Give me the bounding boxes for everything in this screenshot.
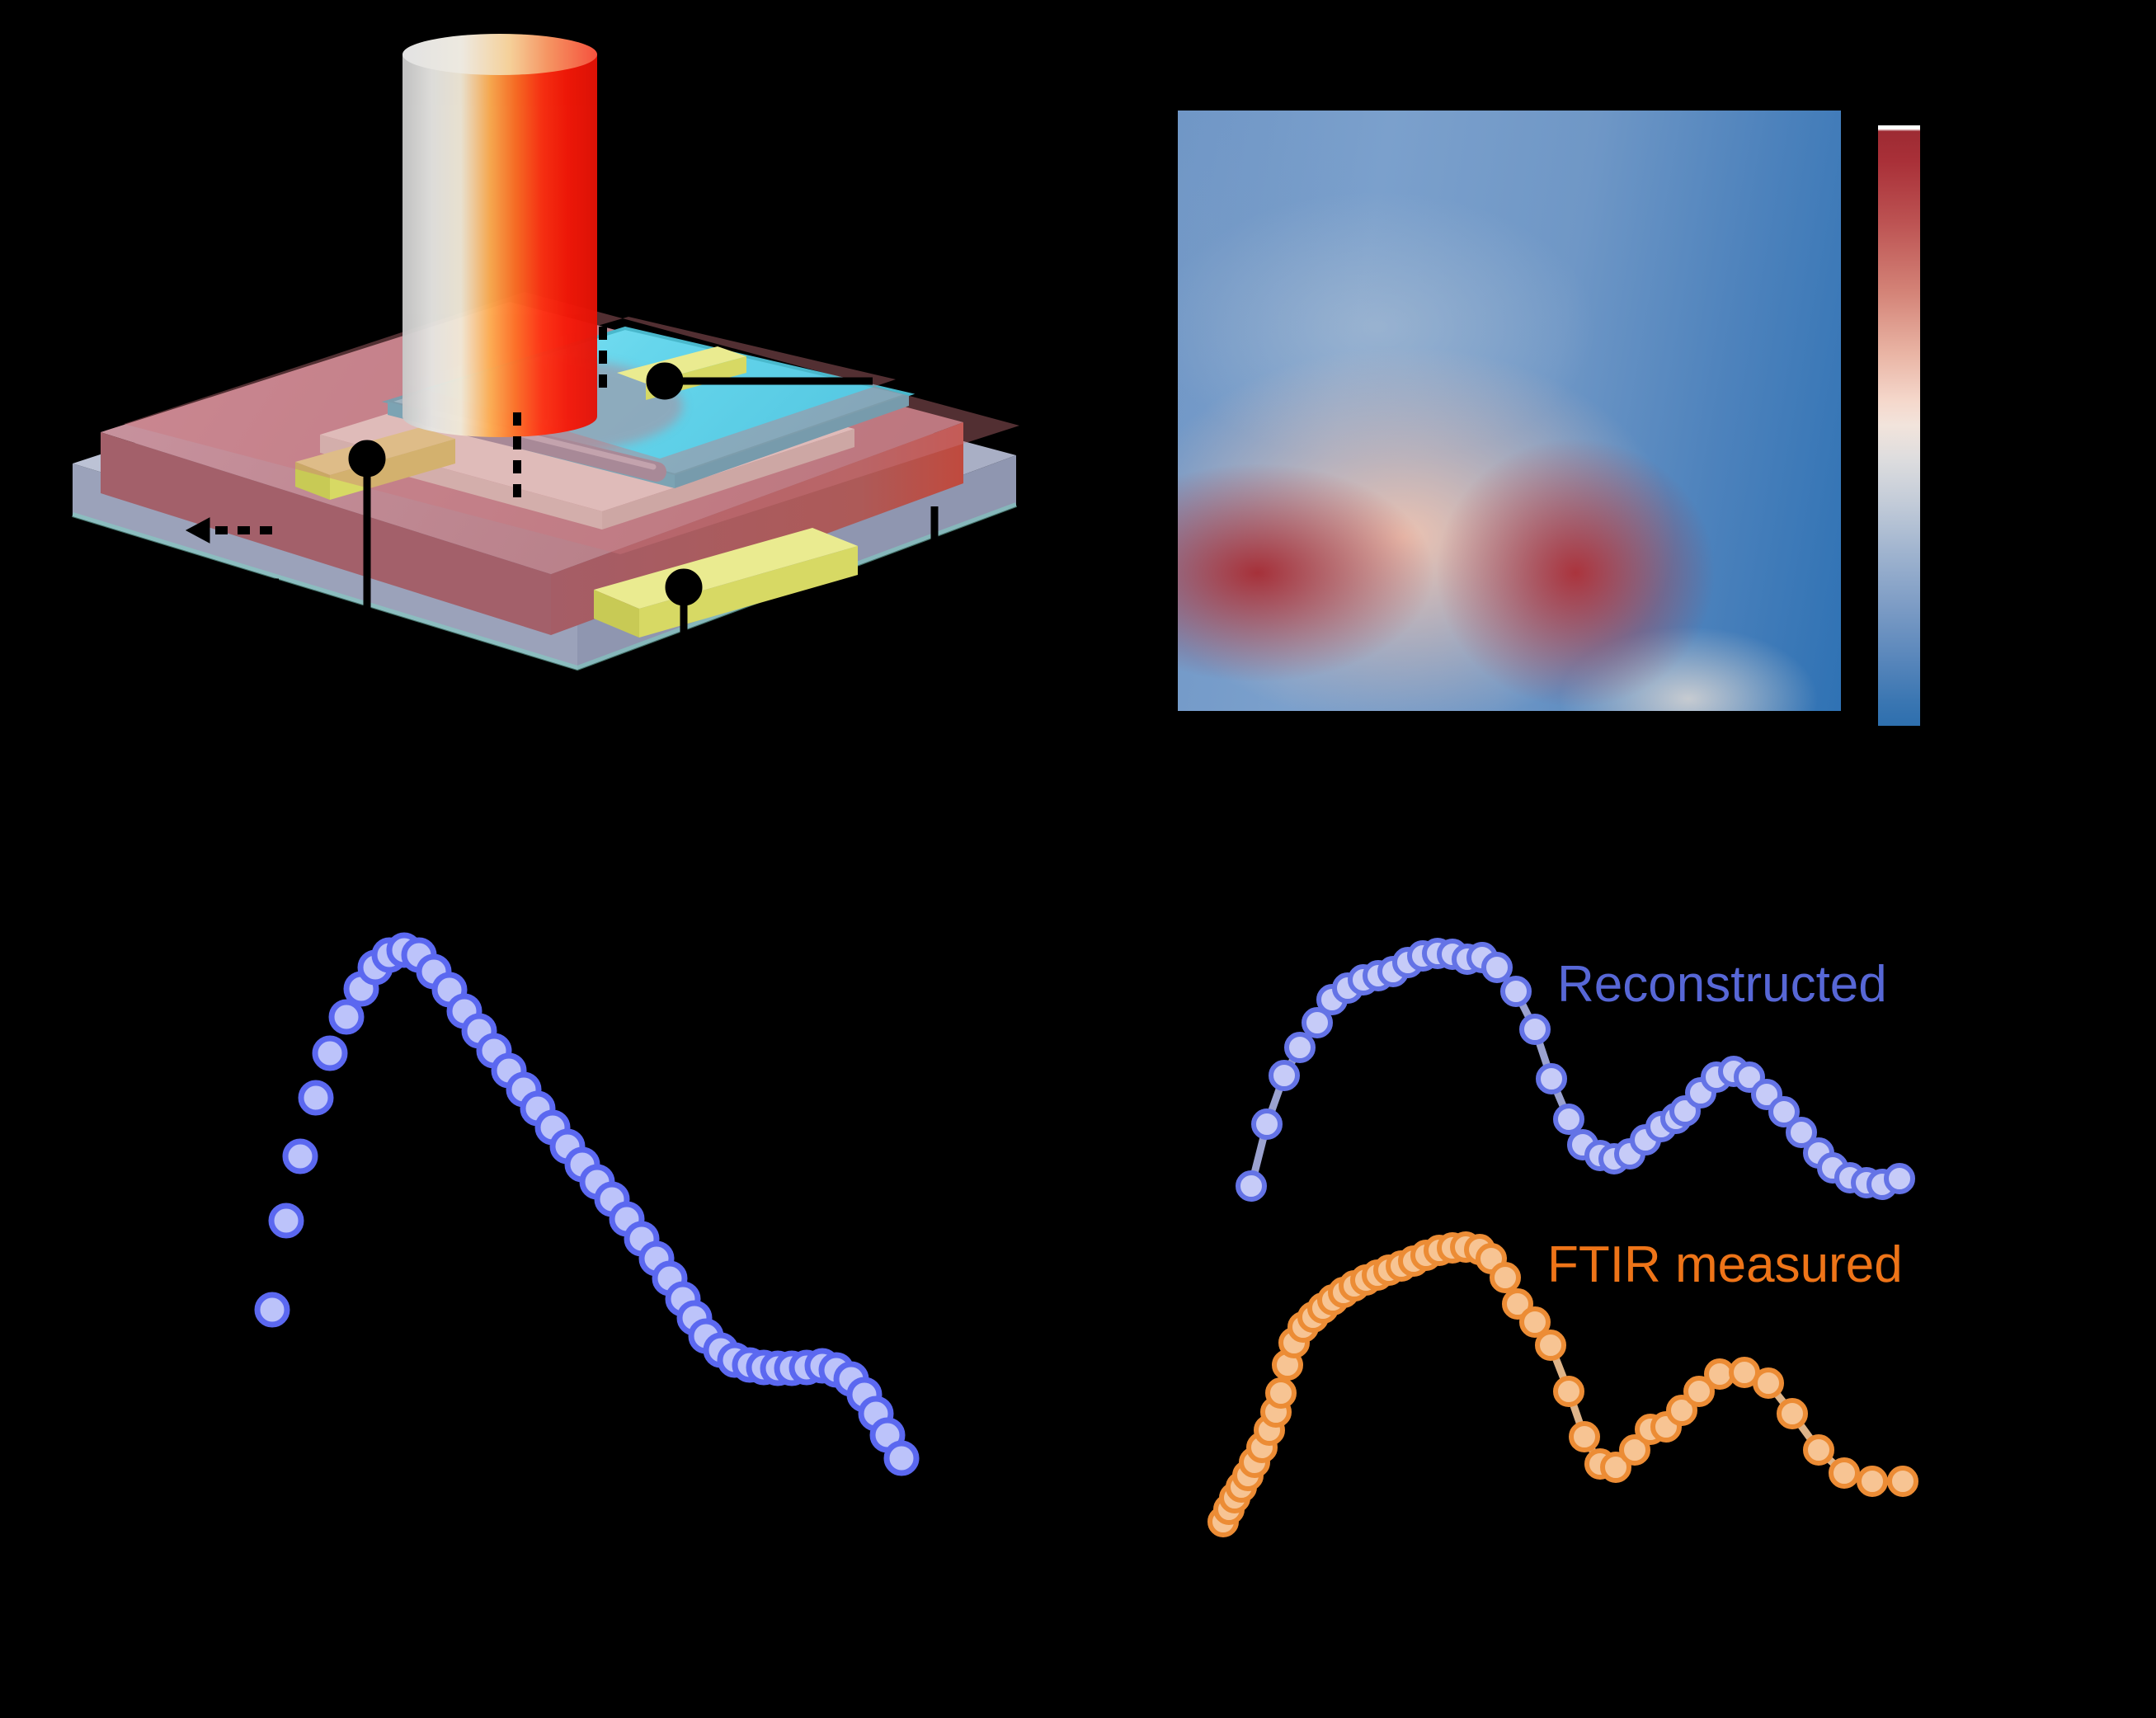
data-point [298, 1080, 334, 1116]
data-point [1600, 1452, 1631, 1483]
data-point [328, 999, 365, 1035]
colorbar [1878, 125, 1920, 726]
data-point [1803, 1434, 1834, 1466]
data-point [1683, 1376, 1715, 1407]
data-point [1302, 1007, 1333, 1038]
spectrum-scatter [254, 932, 920, 1476]
arrowhead [185, 517, 210, 544]
data-point [1753, 1367, 1784, 1399]
data-point [1236, 1170, 1267, 1202]
data-point [254, 1292, 290, 1328]
data-point [1619, 1434, 1650, 1466]
data-point [1884, 1163, 1915, 1194]
data-point [1502, 1288, 1533, 1320]
data-point [312, 1035, 348, 1071]
photoresponse-heatmap [1178, 111, 1841, 711]
data-point [1887, 1466, 1918, 1497]
data-point [1666, 1395, 1697, 1426]
data-point [1829, 1457, 1860, 1489]
data-point [268, 1203, 304, 1239]
data-point [1251, 1108, 1283, 1140]
data-point [1536, 1063, 1567, 1094]
comparison-curves [1207, 938, 1918, 1537]
data-point [1265, 1377, 1297, 1409]
annotations [185, 327, 939, 790]
data-point [1284, 1032, 1316, 1063]
data-point [1269, 1060, 1300, 1091]
data-point [1490, 1262, 1521, 1293]
data-point [1768, 1096, 1800, 1127]
top-capping-film [124, 292, 1019, 554]
data-point [1553, 1104, 1584, 1135]
data-point [1481, 952, 1513, 983]
data-point [1569, 1421, 1600, 1452]
data-point [1857, 1466, 1888, 1497]
legend-reconstructed: Reconstructed [1557, 956, 1887, 1013]
data-point [1553, 1376, 1584, 1407]
data-point [883, 1440, 920, 1476]
electrode-bottom [594, 528, 858, 638]
data-point [1786, 1117, 1817, 1148]
data-point [1535, 1330, 1566, 1361]
data-point [1777, 1398, 1808, 1429]
data-point [1500, 976, 1532, 1007]
data-point [1519, 1014, 1551, 1045]
data-point [282, 1138, 318, 1174]
light-beam [402, 34, 597, 437]
data-point [1519, 1306, 1551, 1338]
legend-ftir-measured: FTIR measured [1547, 1236, 1903, 1293]
